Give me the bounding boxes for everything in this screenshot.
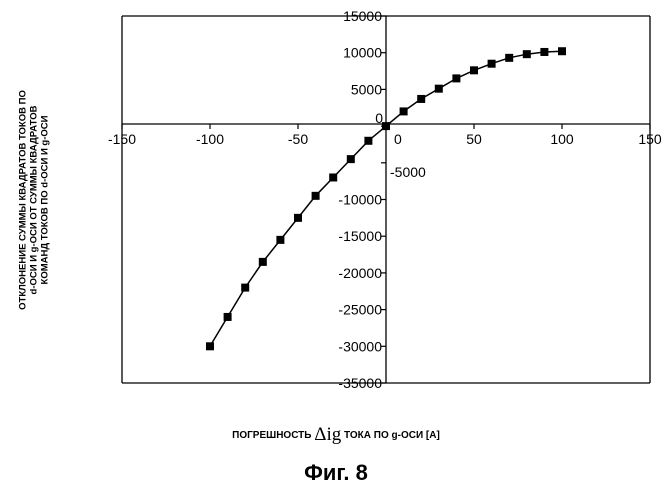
data-point — [523, 50, 531, 58]
data-point — [505, 54, 513, 62]
data-point — [364, 137, 372, 145]
data-point — [540, 48, 548, 56]
y-tick-label: -5000 — [390, 164, 426, 180]
data-point — [382, 122, 390, 130]
data-point — [470, 66, 478, 74]
data-point — [329, 173, 337, 181]
y-axis-label-line: КОМАНД ТОКОВ ПО d-ОСИ И g-ОСИ — [40, 0, 51, 400]
data-point — [206, 342, 214, 350]
data-point — [294, 214, 302, 222]
x-axis-label: ПОГРЕШНОСТЬ Δig ТОКА ПО g-ОСИ [A] — [0, 424, 672, 446]
x-tick-label: 150 — [638, 131, 662, 147]
figure-caption: Фиг. 8 — [0, 460, 672, 486]
y-axis-label: ОТКЛОНЕНИЕ СУММЫ КВАДРАТОВ ТОКОВ ПО d-ОС… — [18, 0, 51, 400]
y-tick-label: -25000 — [338, 302, 382, 318]
y-axis-label-line: d-ОСИ И g-ОСИ ОТ СУММЫ КВАДРАТОВ — [29, 0, 40, 400]
data-point — [452, 74, 460, 82]
data-point — [400, 107, 408, 115]
y-tick-label: -20000 — [338, 265, 382, 281]
x-tick-label: -50 — [288, 131, 308, 147]
data-point — [417, 95, 425, 103]
data-point — [558, 47, 566, 55]
delta-ig-symbol: Δig — [314, 424, 341, 445]
x-tick-label: -100 — [196, 131, 224, 147]
x-tick-label: 100 — [550, 131, 574, 147]
data-point — [435, 85, 443, 93]
y-axis-label-line: ОТКЛОНЕНИЕ СУММЫ КВАДРАТОВ ТОКОВ ПО — [18, 0, 29, 400]
data-point — [312, 192, 320, 200]
data-point — [488, 60, 496, 68]
x-tick-label: 50 — [466, 131, 482, 147]
y-tick-label: 5000 — [351, 81, 382, 97]
x-tick-label: -150 — [108, 131, 136, 147]
y-tick-label: 15000 — [343, 8, 382, 24]
data-point — [347, 155, 355, 163]
x-axis-label-prefix: ПОГРЕШНОСТЬ — [232, 430, 311, 441]
y-tick-label: 10000 — [343, 45, 382, 61]
data-point — [224, 313, 232, 321]
y-tick-label: -35000 — [338, 375, 382, 391]
data-point — [259, 258, 267, 266]
y-tick-label: -30000 — [338, 338, 382, 354]
y-tick-label: -15000 — [338, 228, 382, 244]
y-tick-label: -10000 — [338, 192, 382, 208]
x-tick-label: 0 — [394, 131, 402, 147]
x-axis-label-suffix: ТОКА ПО g-ОСИ [A] — [344, 430, 440, 441]
data-point — [276, 236, 284, 244]
data-point — [241, 284, 249, 292]
